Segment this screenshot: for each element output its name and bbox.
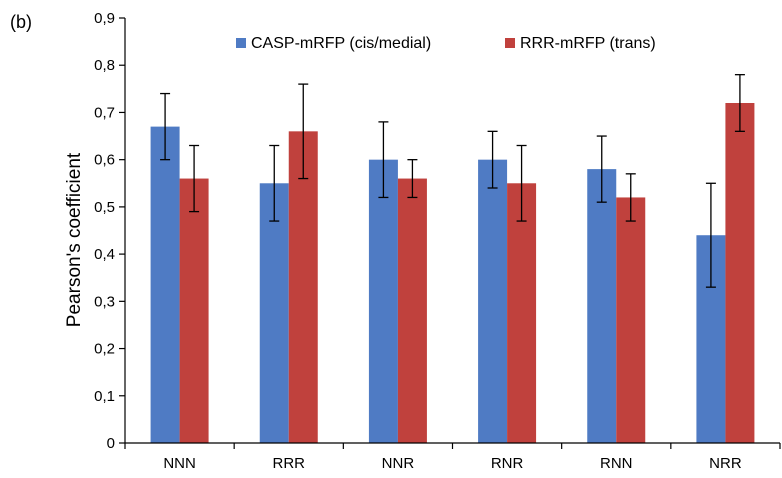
y-tick-label: 0,6 [94, 152, 115, 169]
y-tick-label: 0,2 [94, 341, 115, 358]
bar-rrr-rrr [288, 131, 318, 444]
y-tick-label: 0 [107, 435, 115, 452]
bar-casp-nnn [150, 126, 180, 443]
y-axis-title: Pearson's coefficient [64, 152, 85, 327]
legend-label-rrr: RRR-mRFP (trans) [520, 35, 656, 52]
bar-rrr-nnr [397, 178, 427, 444]
bar-casp-rrr [259, 183, 289, 443]
bars-group [150, 103, 755, 444]
legend-swatch-rrr [505, 38, 515, 48]
bar-casp-nnr [368, 159, 398, 443]
y-tick-label: 0,9 [94, 10, 115, 27]
legend-swatch-casp [236, 38, 246, 48]
axes-group: 0 0,1 0,2 0,3 0,4 0,5 0,6 0,7 0,8 0,9 NNN RRR NNR RNR… [94, 10, 781, 472]
bar-rrr-rnr [507, 183, 537, 443]
bar-rrr-rnn [616, 197, 646, 443]
y-tick-label: 0,1 [94, 388, 115, 405]
legend-label-casp: CASP-mRFP (cis/medial) [251, 35, 431, 52]
x-tick-label: NNN [163, 455, 196, 472]
y-tick-label: 0,7 [94, 104, 115, 121]
y-tick-label: 0,8 [94, 57, 115, 74]
legend: CASP-mRFP (cis/medial) RRR-mRFP (trans) [236, 35, 656, 52]
bar-rrr-nrr [725, 103, 755, 443]
x-tick-label: RRR [273, 455, 306, 472]
bar-rrr-nnn [179, 178, 209, 444]
x-tick-label: RNR [491, 455, 524, 472]
bar-casp-rnr [478, 159, 508, 443]
panel-label: (b) [10, 12, 32, 32]
x-tick-label: RNN [600, 455, 633, 472]
x-tick-label: NNR [382, 455, 415, 472]
bar-casp-rnn [587, 169, 617, 443]
error-bars-group [160, 74, 745, 288]
y-tick-label: 0,4 [94, 246, 115, 263]
y-tick-label: 0,5 [94, 199, 115, 216]
x-tick-label: NRR [709, 455, 742, 472]
y-tick-label: 0,3 [94, 293, 115, 310]
